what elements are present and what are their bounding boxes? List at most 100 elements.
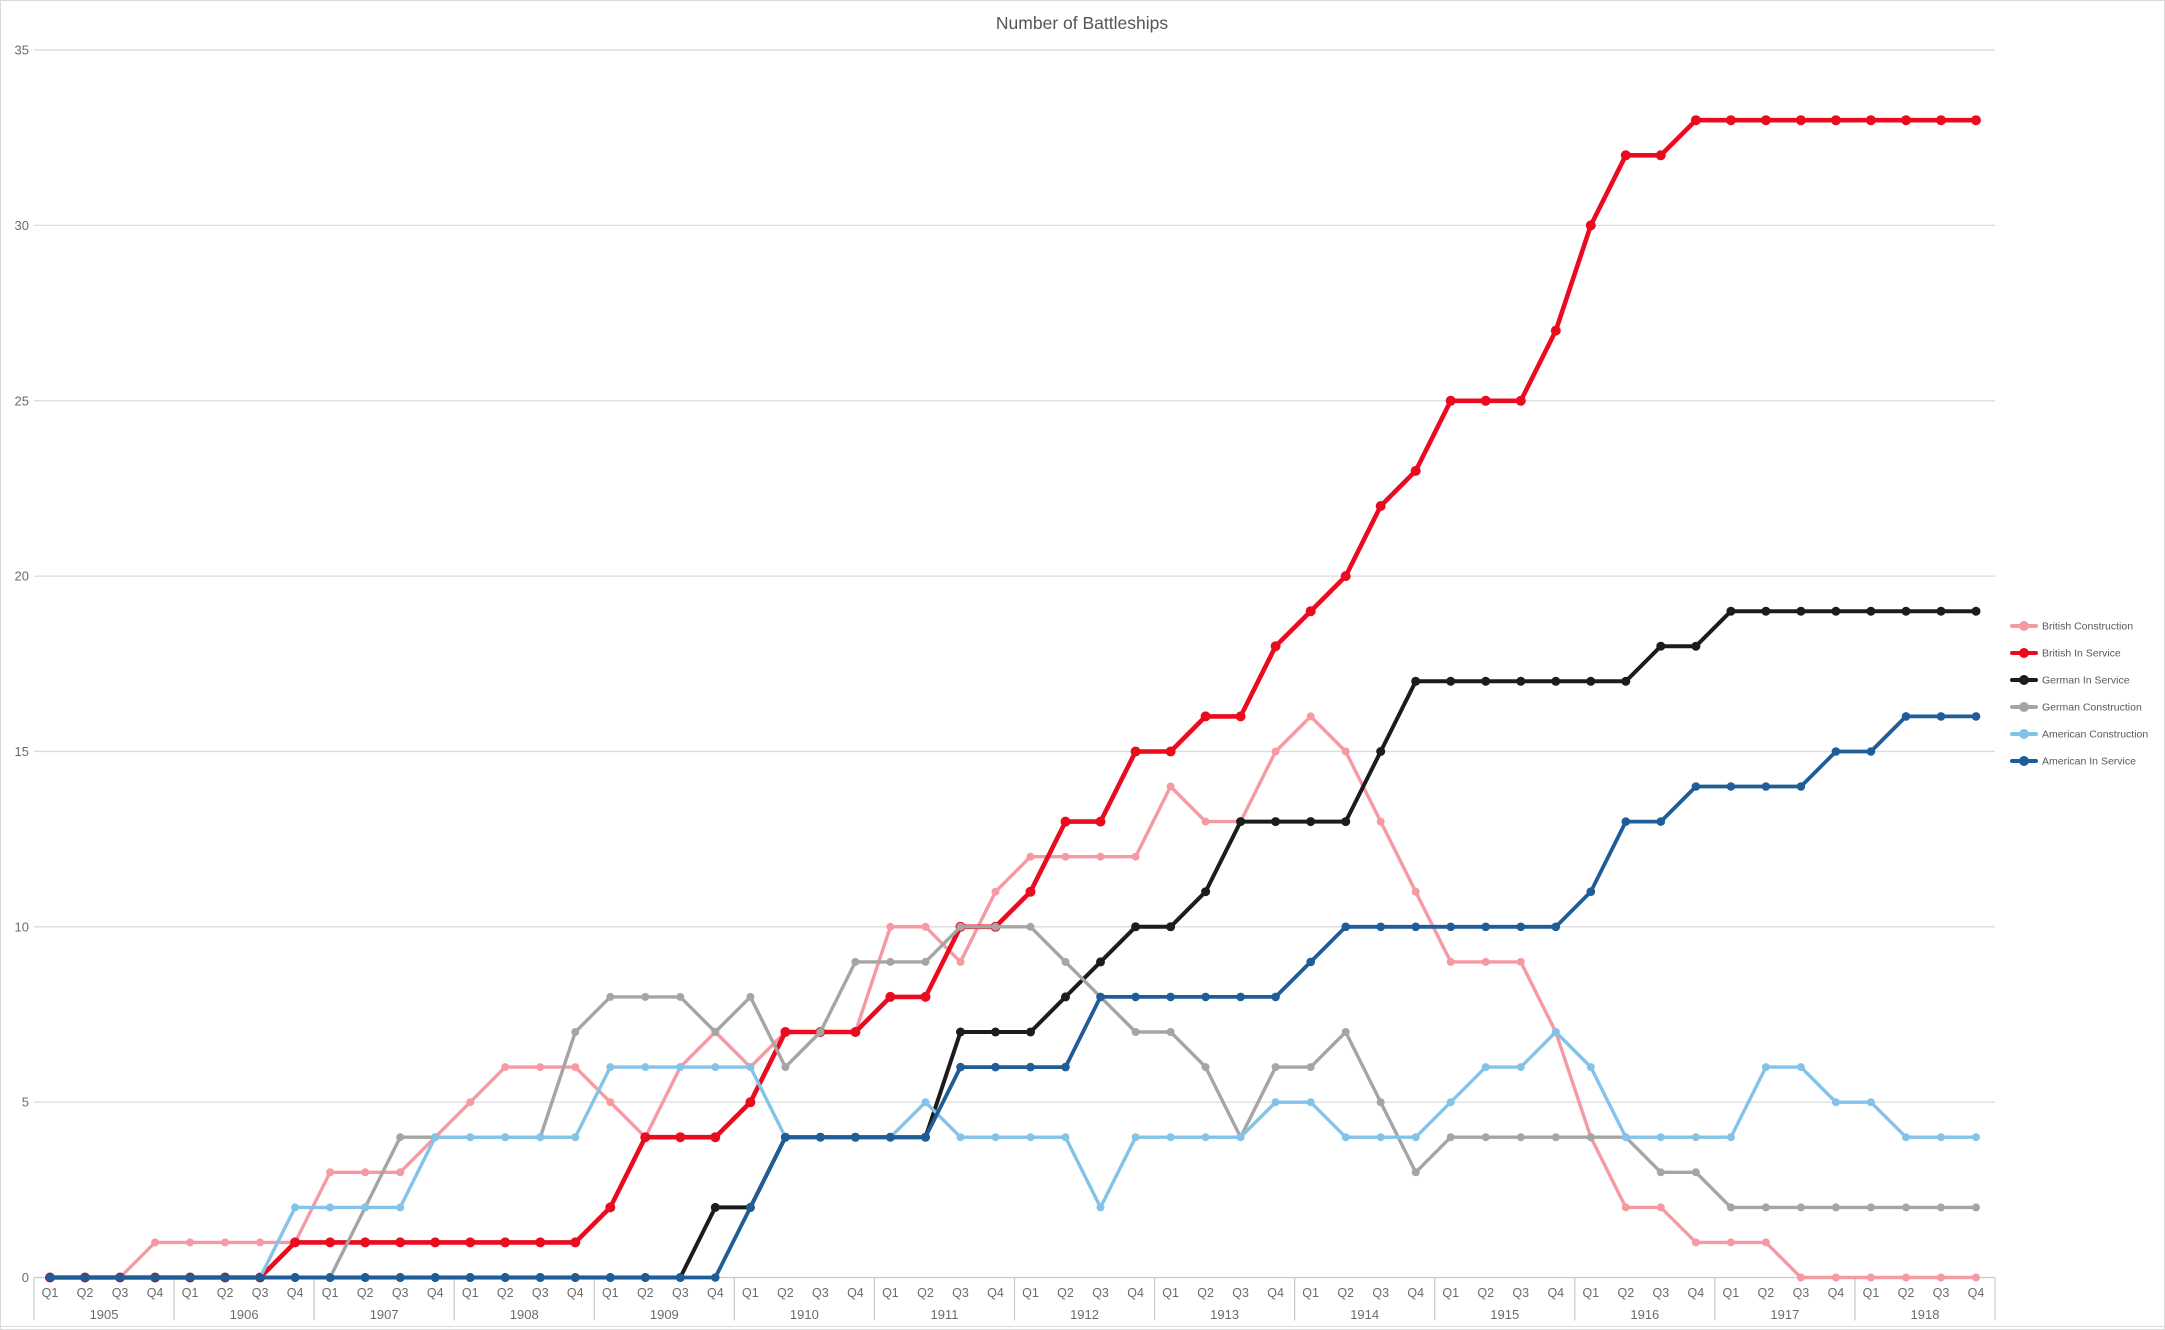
- x-axis-quarter-label: Q4: [427, 1286, 444, 1300]
- y-axis-tick-label: 5: [22, 1095, 29, 1110]
- y-axis-tick-label: 10: [15, 919, 29, 934]
- data-point-british-construction: [1972, 1273, 1980, 1282]
- data-point-german-in-service: [1376, 747, 1386, 756]
- data-point-german-construction: [1551, 1133, 1560, 1142]
- x-axis-year-label: 1914: [1350, 1307, 1379, 1322]
- data-point-american-in-service: [80, 1273, 90, 1282]
- data-point-german-in-service: [1866, 606, 1876, 616]
- data-point-american-in-service: [746, 1203, 755, 1212]
- data-point-german-in-service: [1271, 817, 1281, 827]
- data-point-british-in-service: [1025, 886, 1036, 897]
- data-point-american-construction: [1761, 1063, 1770, 1072]
- x-axis-quarter-label: Q2: [1197, 1286, 1214, 1300]
- data-point-american-construction: [1902, 1133, 1910, 1142]
- data-point-british-in-service: [1515, 395, 1526, 406]
- y-axis-tick-label: 30: [15, 218, 29, 233]
- x-axis-quarter-label: Q2: [1617, 1286, 1634, 1300]
- x-axis-year-label: 1913: [1210, 1307, 1239, 1322]
- data-point-german-construction: [851, 957, 860, 966]
- data-point-british-construction: [1201, 817, 1210, 826]
- legend-item-american-in-service[interactable]: American In Service: [2010, 756, 2136, 768]
- data-point-german-in-service: [1901, 606, 1911, 616]
- series-line-british-in-service: [47, 117, 1979, 1280]
- data-point-german-construction: [571, 1028, 580, 1036]
- data-point-american-construction: [1131, 1133, 1140, 1142]
- x-axis-quarter-label: Q4: [1828, 1286, 1845, 1300]
- data-point-british-in-service: [1760, 115, 1771, 126]
- data-point-german-in-service: [1936, 606, 1946, 616]
- data-point-american-in-service: [711, 1273, 720, 1282]
- data-point-british-in-service: [1865, 115, 1876, 126]
- x-axis-quarter-label: Q1: [1022, 1286, 1039, 1300]
- data-point-american-construction: [606, 1063, 615, 1072]
- data-point-american-in-service: [606, 1273, 615, 1282]
- data-point-british-construction: [536, 1063, 545, 1072]
- data-point-british-in-service: [325, 1237, 336, 1248]
- legend-item-german-construction[interactable]: German Construction: [2010, 702, 2142, 714]
- data-point-british-construction: [501, 1063, 510, 1072]
- data-point-german-in-service: [1761, 606, 1771, 616]
- data-point-american-construction: [1411, 1133, 1420, 1142]
- data-point-american-construction: [1586, 1063, 1595, 1072]
- data-point-british-construction: [1166, 782, 1175, 791]
- data-point-british-construction: [1621, 1203, 1630, 1212]
- data-point-german-in-service: [1236, 817, 1246, 827]
- legend-item-british-in-service[interactable]: British In Service: [2010, 648, 2121, 660]
- data-point-american-construction: [1061, 1133, 1070, 1142]
- data-point-british-construction: [1481, 957, 1490, 966]
- data-point-british-in-service: [1305, 606, 1316, 617]
- x-axis-year-label: 1908: [510, 1307, 539, 1322]
- data-point-german-construction: [641, 992, 650, 1001]
- x-axis-quarter-label: Q3: [1092, 1286, 1109, 1300]
- x-axis-quarter-label: Q1: [1863, 1286, 1880, 1300]
- x-axis-quarter-label: Q4: [1547, 1286, 1564, 1300]
- data-point-german-construction: [1446, 1133, 1455, 1142]
- legend-item-british-construction[interactable]: British Construction: [2010, 621, 2133, 633]
- data-point-british-in-service: [500, 1237, 511, 1248]
- x-axis-quarter-label: Q2: [917, 1286, 934, 1300]
- legend-item-german-in-service[interactable]: German In Service: [2010, 675, 2130, 687]
- data-point-british-construction: [466, 1098, 475, 1107]
- data-point-american-construction: [641, 1063, 650, 1072]
- data-point-german-construction: [1586, 1133, 1595, 1142]
- data-point-german-construction: [1796, 1203, 1805, 1212]
- data-point-german-construction: [1656, 1168, 1665, 1177]
- data-point-german-in-service: [1026, 1027, 1035, 1037]
- data-point-british-construction: [1796, 1273, 1805, 1282]
- data-point-british-in-service: [1375, 501, 1386, 511]
- data-point-american-in-service: [1831, 747, 1841, 756]
- x-axis-quarter-label: Q2: [1337, 1286, 1354, 1300]
- x-axis-quarter-label: Q2: [637, 1286, 654, 1300]
- data-point-british-in-service: [1130, 746, 1141, 757]
- data-point-british-in-service: [1480, 395, 1491, 406]
- data-point-german-in-service: [1621, 676, 1631, 686]
- data-point-german-in-service: [1971, 606, 1981, 616]
- x-axis-quarter-label: Q4: [1267, 1286, 1284, 1300]
- series-line-german-in-service: [48, 609, 1978, 1280]
- data-point-british-construction: [186, 1238, 195, 1247]
- data-point-german-construction: [1761, 1203, 1770, 1212]
- x-axis-quarter-label: Q3: [1933, 1286, 1950, 1300]
- data-point-american-construction: [326, 1203, 335, 1212]
- data-point-german-in-service: [710, 1202, 720, 1212]
- data-point-american-construction: [1937, 1133, 1945, 1142]
- data-point-british-in-service: [1971, 115, 1981, 126]
- data-point-american-construction: [1306, 1098, 1315, 1107]
- data-point-american-construction: [1236, 1133, 1245, 1142]
- x-axis-quarter-label: Q1: [1723, 1286, 1740, 1300]
- legend-swatch-dot: [2019, 729, 2029, 739]
- data-point-british-in-service: [710, 1132, 721, 1143]
- legend-item-american-construction[interactable]: American Construction: [2010, 729, 2148, 741]
- x-axis-quarter-label: Q1: [742, 1286, 759, 1300]
- x-axis-quarter-label: Q4: [1968, 1286, 1985, 1300]
- data-point-british-in-service: [360, 1237, 371, 1248]
- data-point-british-construction: [1376, 817, 1385, 826]
- data-point-british-construction: [1096, 852, 1105, 861]
- data-point-british-construction: [991, 887, 1000, 896]
- data-point-american-in-service: [1236, 992, 1245, 1002]
- data-point-british-construction: [221, 1238, 230, 1247]
- data-point-german-in-service: [1131, 922, 1141, 932]
- data-point-british-in-service: [1270, 641, 1281, 652]
- x-axis-quarter-label: Q4: [847, 1286, 864, 1300]
- data-point-american-in-service: [1936, 712, 1946, 721]
